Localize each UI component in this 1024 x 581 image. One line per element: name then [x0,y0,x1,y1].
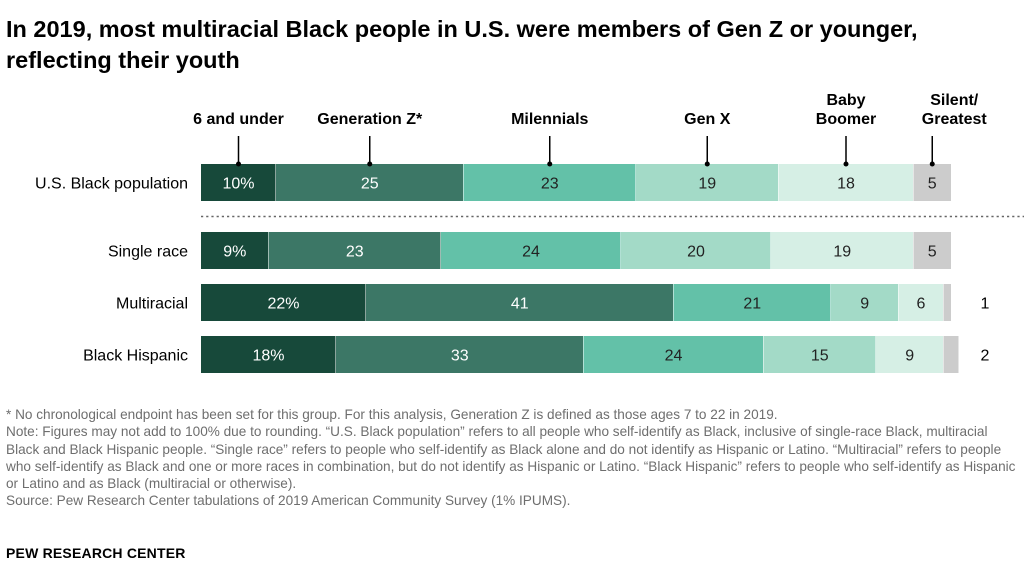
bar-segment-3-5 [898,284,944,321]
bar-segment-2-4 [621,232,771,269]
bar-segment-3-3 [673,284,831,321]
bar-segment-1-2 [276,164,464,201]
bar-segment-3-1 [201,284,366,321]
data-label-1-3: 23 [541,176,559,193]
bar-segment-4-1 [201,336,336,373]
data-label-4-3: 24 [665,348,683,365]
legend-leader-dot-5 [843,161,849,167]
legend-label-6-line-1: Silent/ [930,92,979,109]
bar-segment-4-4 [763,336,876,373]
legend-leader-dot-2 [367,161,373,167]
bar-segment-3-2 [366,284,674,321]
data-label-3-4: 9 [860,296,869,313]
data-label-1-6: 5 [928,176,937,193]
data-label-2-4: 20 [687,244,705,261]
chart-notes: * No chronological endpoint has been set… [6,406,1021,510]
data-label-1-5: 18 [837,176,855,193]
legend-label-2: Generation Z* [317,111,423,128]
data-label-1-4: 19 [698,176,716,193]
bar-segment-4-2 [336,336,584,373]
data-label-1-2: 25 [361,176,379,193]
bar-segment-1-1 [201,164,276,201]
data-label-4-6: 2 [981,348,990,365]
legend-label-1: 6 and under [193,111,284,128]
category-label-3: Multiracial [116,296,188,313]
data-label-3-1: 22% [267,296,299,313]
legend-label-3: Milennials [511,111,588,128]
bar-segment-1-6 [913,164,951,201]
note: Note: Figures may not add to 100% due to… [6,424,1016,492]
brand-logo-text: PEW RESEARCH CENTER [6,545,186,561]
legend-label-5-line-2: Boomer [816,111,876,128]
data-label-2-1: 9% [223,244,246,261]
bar-segment-2-5 [771,232,914,269]
data-label-3-6: 1 [981,296,990,313]
bar-segment-4-5 [876,336,944,373]
data-label-2-2: 23 [346,244,364,261]
legend-label-5-line-1: Baby [826,92,865,109]
legend-label-6-line-2: Greatest [922,111,988,128]
data-label-3-3: 21 [743,296,761,313]
chart-title: In 2019, most multiracial Black people i… [6,16,918,73]
legend-label-4: Gen X [684,111,731,128]
stacked-bar-chart: U.S. Black population 10% 25 23 19 18 5Single … [35,92,1024,373]
data-label-4-2: 33 [451,348,469,365]
legend-leader-dot-3 [547,161,553,167]
bar-segment-4-3 [583,336,764,373]
data-label-2-3: 24 [522,244,540,261]
legend-leader-dot-1 [236,161,241,167]
bar-segment-2-6 [913,232,951,269]
data-label-1-1: 10% [222,176,254,193]
bar-segment-1-4 [636,164,779,201]
legend-leader-dot-6 [929,161,935,167]
bar-segment-3-4 [831,284,899,321]
bar-segment-1-3 [463,164,636,201]
data-label-2-5: 19 [833,244,851,261]
bar-segment-2-3 [441,232,621,269]
bar-segment-2-2 [268,232,441,269]
data-label-3-2: 41 [511,296,529,313]
source: Source: Pew Research Center tabulations … [6,493,571,509]
bar-segment-4-6 [943,336,959,373]
data-label-3-5: 6 [917,296,926,313]
category-label-4: Black Hispanic [83,348,188,365]
bar-segment-3-6 [943,284,951,321]
category-label-1: U.S. Black population [35,176,188,193]
data-label-4-5: 9 [905,348,914,365]
data-label-4-4: 15 [811,348,829,365]
bar-segment-1-5 [778,164,914,201]
legend-leader-dot-4 [704,161,710,167]
data-label-4-1: 18% [252,348,284,365]
category-label-2: Single race [108,244,188,261]
footnote: * No chronological endpoint has been set… [6,407,778,422]
bar-segment-2-1 [201,232,269,269]
data-label-2-6: 5 [928,244,937,261]
